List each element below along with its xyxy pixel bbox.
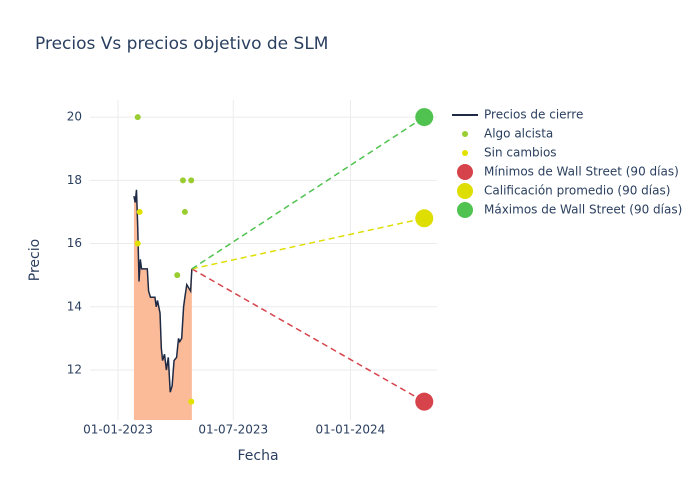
rating-point	[188, 398, 195, 405]
y-tick-label: 16	[67, 236, 82, 250]
target-point	[415, 392, 434, 411]
legend-label: Máximos de Wall Street (90 días)	[484, 203, 682, 217]
target-line	[191, 116, 425, 270]
y-tick-label: 20	[67, 110, 82, 124]
legend-label: Algo alcista	[484, 127, 553, 141]
y-tick-label: 12	[67, 363, 82, 377]
rating-point	[179, 177, 186, 184]
rating-point	[174, 272, 181, 279]
x-tick-label: 01-01-2024	[316, 423, 386, 437]
x-tick-label: 01-07-2023	[198, 423, 268, 437]
legend-label: Sin cambios	[484, 146, 557, 160]
legend-symbol	[462, 131, 468, 137]
rating-point	[134, 114, 141, 121]
rating-point	[181, 208, 188, 215]
target-point	[415, 209, 434, 228]
y-axis-title: Precio	[27, 239, 43, 281]
legend-label: Mínimos de Wall Street (90 días)	[484, 165, 679, 179]
legend-label: Calificación promedio (90 días)	[484, 184, 670, 198]
chart-title: Precios Vs precios objetivo de SLM	[35, 34, 328, 54]
target-point	[415, 108, 434, 127]
x-tick-label: 01-01-2023	[83, 423, 153, 437]
legend-label: Precios de cierre	[484, 108, 583, 122]
legend-symbol	[457, 183, 473, 199]
rating-point	[188, 177, 195, 184]
target-line	[191, 268, 425, 403]
legend-symbol	[457, 164, 473, 180]
legend-symbol	[457, 202, 473, 218]
y-tick-label: 18	[67, 173, 82, 187]
price-area	[133, 189, 192, 420]
y-tick-label: 14	[67, 299, 82, 313]
legend-symbol	[462, 150, 468, 156]
x-axis-title: Fecha	[237, 448, 278, 464]
rating-point	[136, 208, 143, 215]
rating-point	[134, 240, 141, 247]
price-line	[133, 189, 193, 393]
